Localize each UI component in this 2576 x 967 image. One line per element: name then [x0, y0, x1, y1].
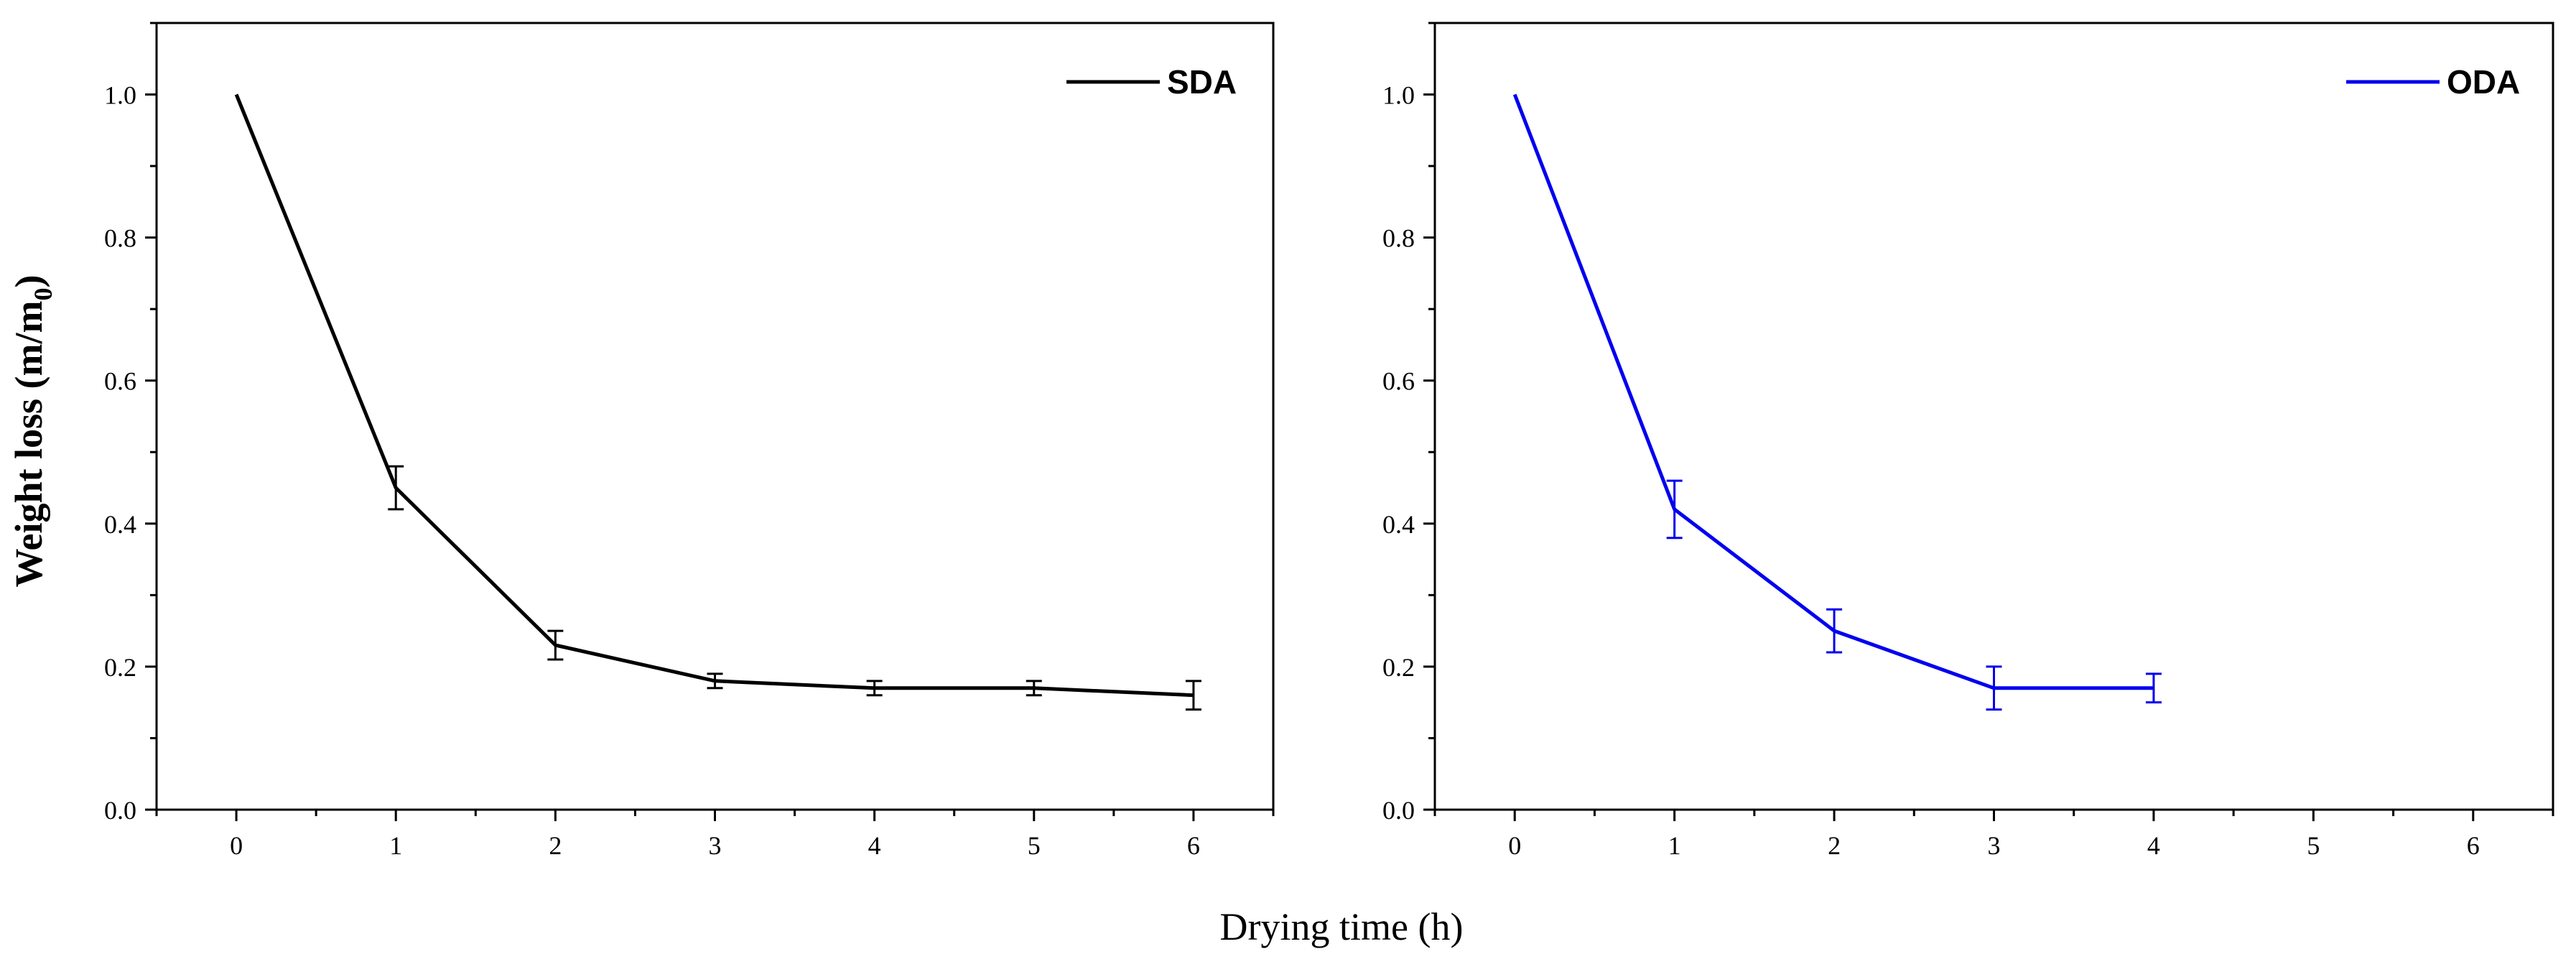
- x-axis-title: Drying time (h): [1220, 905, 1464, 948]
- x-tick-label: 2: [1828, 831, 1841, 860]
- y-tick-label: 1.0: [104, 81, 136, 110]
- x-tick-label: 1: [1668, 831, 1681, 860]
- y-tick-label: 0.0: [1382, 796, 1415, 825]
- y-tick-label: 1.0: [1382, 81, 1415, 110]
- x-tick-label: 2: [549, 831, 562, 860]
- x-tick-label: 6: [2467, 831, 2480, 860]
- y-tick-label: 0.4: [1382, 510, 1415, 539]
- oda-chart-panel: 0 1 2 3 4 5 6 0.0 0.2 0.4 0.6 0.8 1.0 ODA: [1382, 22, 2554, 860]
- y-tick-label: 0.8: [1382, 224, 1415, 253]
- x-tick-label: 5: [1028, 831, 1041, 860]
- x-tick-label: 1: [389, 831, 402, 860]
- y-axis-title: Weight loss (m/m0): [7, 275, 57, 588]
- y-tick-label: 0.0: [104, 796, 136, 825]
- y-tick-label: 0.6: [1382, 367, 1415, 396]
- x-tick-label: 5: [2307, 831, 2320, 860]
- x-tick-label: 3: [709, 831, 722, 860]
- x-tick-label: 0: [1508, 831, 1521, 860]
- y-tick-label: 0.6: [104, 367, 136, 396]
- legend-label: SDA: [1167, 63, 1237, 101]
- sda-chart-panel: 0 1 2 3 4 5 6 0.0 0.2 0.4 0.6 0.8 1.0 SDA: [104, 22, 1275, 860]
- y-tick-label: 0.2: [1382, 653, 1415, 682]
- x-tick-label: 6: [1187, 831, 1200, 860]
- y-tick-label: 0.2: [104, 653, 136, 682]
- legend-label: ODA: [2447, 63, 2520, 101]
- x-tick-label: 4: [2147, 831, 2160, 860]
- x-tick-label: 3: [1988, 831, 2001, 860]
- x-tick-label: 0: [230, 831, 243, 860]
- x-tick-label: 4: [868, 831, 881, 860]
- y-tick-label: 0.4: [104, 510, 136, 539]
- y-tick-label: 0.8: [104, 224, 136, 253]
